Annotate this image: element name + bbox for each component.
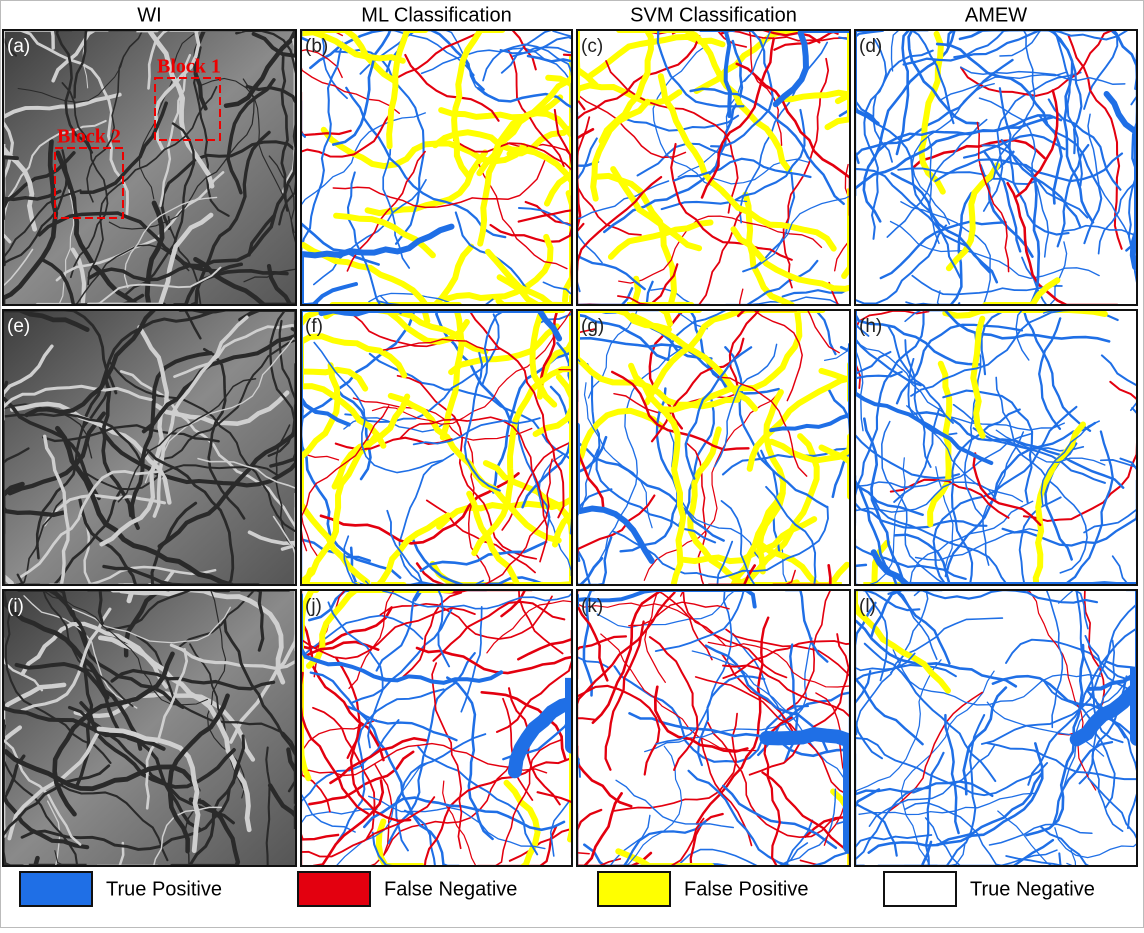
panel-label: (d) <box>859 36 882 57</box>
column-header: WI <box>137 4 161 26</box>
panel-label: (f) <box>305 316 323 337</box>
legend-swatch <box>598 872 670 906</box>
panel <box>301 310 572 585</box>
column-header: ML Classification <box>361 4 511 26</box>
panel-label: (l) <box>859 596 876 617</box>
panel <box>301 30 572 305</box>
legend-label: False Negative <box>384 878 517 900</box>
panel <box>577 310 850 585</box>
legend-swatch <box>20 872 92 906</box>
legend-label: False Positive <box>684 878 809 900</box>
panel-label: (b) <box>305 36 328 57</box>
block-label: Block 1 <box>157 56 221 78</box>
legend-swatch <box>884 872 956 906</box>
panel-label: (k) <box>581 596 603 617</box>
panel <box>855 590 1137 866</box>
column-header: AMEW <box>965 4 1027 26</box>
figure: WI ML Classification SVM Classification AME… <box>0 0 1144 928</box>
panel <box>855 310 1137 585</box>
legend-label: True Positive <box>106 878 222 900</box>
panel <box>301 590 572 866</box>
block-label: Block 2 <box>57 126 121 148</box>
panel-label: (j) <box>305 596 322 617</box>
panel <box>855 30 1137 305</box>
panel <box>577 590 850 866</box>
legend-label: True Negative <box>970 878 1095 900</box>
panel-label: (c) <box>581 36 603 57</box>
panel-label: (e) <box>7 316 30 337</box>
panel-label: (g) <box>581 316 604 337</box>
panel <box>3 310 296 585</box>
panel-label: (a) <box>7 36 30 57</box>
panel <box>3 30 296 305</box>
panel-label: (i) <box>7 596 24 617</box>
column-header: SVM Classification <box>630 4 797 26</box>
panel <box>577 30 850 305</box>
legend-swatch <box>298 872 370 906</box>
panel-label: (h) <box>859 316 882 337</box>
panel <box>3 590 296 866</box>
